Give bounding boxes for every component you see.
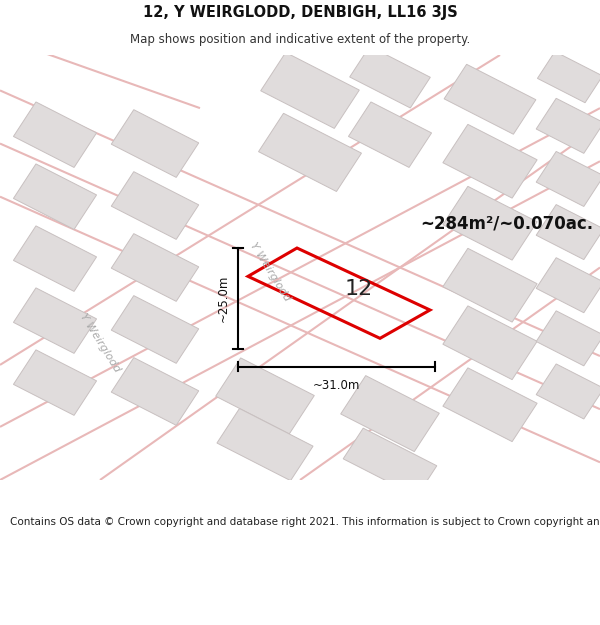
Polygon shape xyxy=(443,248,537,322)
Polygon shape xyxy=(538,51,600,102)
Polygon shape xyxy=(443,368,537,442)
Polygon shape xyxy=(13,288,97,353)
Polygon shape xyxy=(215,358,314,434)
Polygon shape xyxy=(341,376,439,452)
Polygon shape xyxy=(13,226,97,291)
Polygon shape xyxy=(536,311,600,366)
Polygon shape xyxy=(111,234,199,301)
Polygon shape xyxy=(111,172,199,239)
Text: Map shows position and indicative extent of the property.: Map shows position and indicative extent… xyxy=(130,33,470,46)
Text: ~25.0m: ~25.0m xyxy=(217,275,230,322)
Polygon shape xyxy=(259,113,361,191)
Text: Contains OS data © Crown copyright and database right 2021. This information is : Contains OS data © Crown copyright and d… xyxy=(10,517,600,527)
Polygon shape xyxy=(13,350,97,416)
Text: ~31.0m: ~31.0m xyxy=(313,379,360,392)
Polygon shape xyxy=(350,46,430,108)
Polygon shape xyxy=(443,124,537,198)
Polygon shape xyxy=(111,357,199,426)
Polygon shape xyxy=(443,306,537,379)
Polygon shape xyxy=(111,296,199,363)
Polygon shape xyxy=(349,102,431,168)
Text: Y Weirglodd: Y Weirglodd xyxy=(78,312,122,374)
Polygon shape xyxy=(13,164,97,229)
Text: 12: 12 xyxy=(344,279,373,299)
Polygon shape xyxy=(13,102,97,168)
Text: 12, Y WEIRGLODD, DENBIGH, LL16 3JS: 12, Y WEIRGLODD, DENBIGH, LL16 3JS xyxy=(143,4,457,19)
Text: Y Weirglodd: Y Weirglodd xyxy=(248,241,292,303)
Polygon shape xyxy=(536,364,600,419)
Polygon shape xyxy=(443,186,537,260)
Polygon shape xyxy=(536,98,600,153)
Text: ~284m²/~0.070ac.: ~284m²/~0.070ac. xyxy=(420,214,593,232)
Polygon shape xyxy=(536,258,600,312)
Polygon shape xyxy=(217,409,313,481)
Polygon shape xyxy=(111,109,199,178)
Polygon shape xyxy=(260,52,359,128)
Polygon shape xyxy=(343,428,437,496)
Polygon shape xyxy=(536,151,600,206)
Polygon shape xyxy=(536,204,600,259)
Polygon shape xyxy=(444,64,536,134)
